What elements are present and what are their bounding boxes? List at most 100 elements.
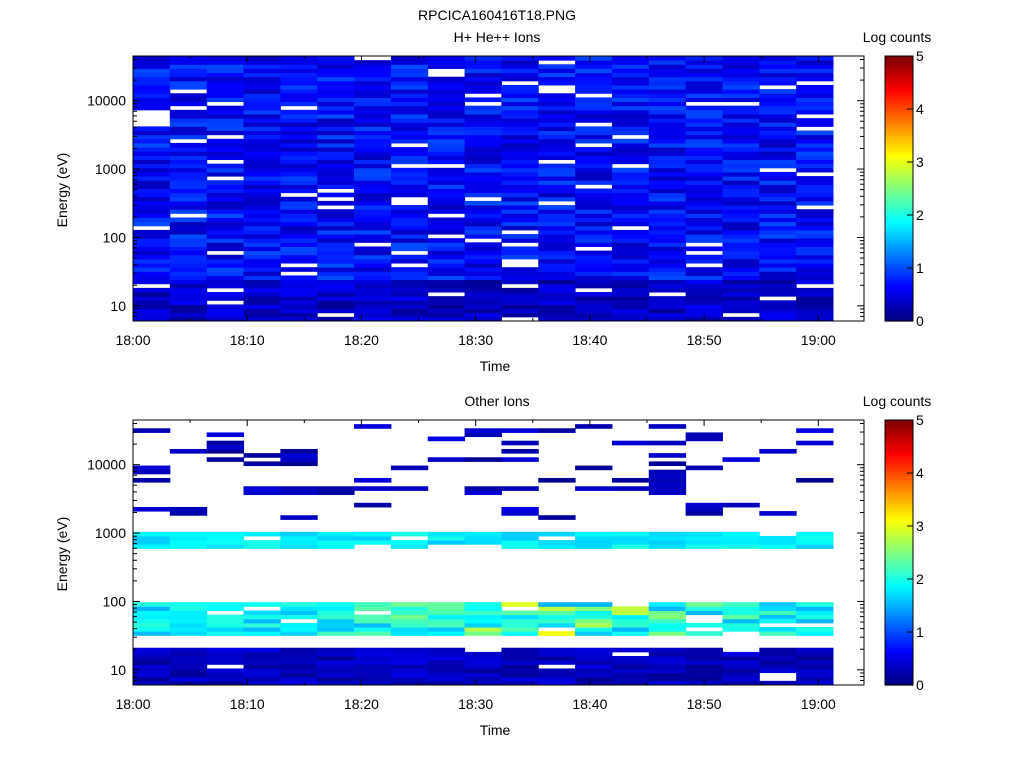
heatmap-cell [390, 300, 429, 305]
colorbar-step [885, 598, 913, 602]
heatmap-cell [243, 651, 281, 657]
heatmap-cell [722, 531, 760, 537]
heatmap-cell [464, 614, 502, 620]
heatmap-cell [685, 308, 723, 314]
colorbar-step [885, 208, 913, 212]
heatmap-cell [280, 234, 318, 239]
heatmap-cell [501, 618, 539, 624]
heatmap-cell [722, 142, 760, 148]
heatmap-cell [427, 60, 466, 65]
heatmap-cell [317, 668, 355, 674]
heatmap-cell [243, 60, 281, 65]
heatmap-cell [354, 159, 392, 165]
colorbar-step [885, 671, 913, 675]
heatmap-cell [722, 163, 760, 169]
heatmap-cell [280, 287, 318, 293]
heatmap-cell [390, 167, 429, 173]
heatmap-cell [722, 614, 760, 620]
heatmap-cell [243, 316, 281, 322]
heatmap-cell [722, 196, 760, 202]
heatmap-cell [722, 109, 760, 115]
heatmap-cell [722, 155, 760, 161]
heatmap-cell [169, 267, 208, 272]
heatmap-cell [390, 647, 429, 653]
heatmap-cell [390, 225, 429, 231]
heatmap-cell [611, 221, 650, 227]
heatmap-cell [648, 535, 687, 541]
heatmap-cell [796, 130, 834, 136]
heatmap-cell [243, 312, 281, 318]
heatmap-cell [722, 283, 760, 289]
colorbar-step [885, 272, 913, 276]
heatmap-cell [206, 258, 245, 264]
heatmap-cell [722, 180, 760, 185]
heatmap-cell [538, 72, 576, 78]
colorbar-step [885, 186, 913, 190]
heatmap-cell [759, 138, 797, 144]
heatmap-cell [722, 171, 760, 177]
heatmap-cell [280, 656, 318, 661]
heatmap-cell [133, 531, 171, 537]
heatmap-cell [427, 138, 466, 144]
heatmap-cell [390, 155, 429, 161]
heatmap-cell [796, 428, 834, 433]
heatmap-cell [759, 163, 797, 169]
heatmap-cell [575, 209, 613, 214]
heatmap-cell [317, 72, 355, 78]
heatmap-cell [685, 159, 723, 165]
colorbar-step [885, 455, 913, 459]
heatmap-cell [538, 602, 576, 607]
heatmap-cell [354, 184, 392, 189]
colorbar-step [885, 665, 913, 668]
heatmap-cell [169, 676, 208, 682]
heatmap-cell [575, 606, 613, 611]
heatmap-cell [390, 258, 429, 264]
heatmap-cell [464, 316, 502, 322]
heatmap-cell [611, 84, 650, 90]
heatmap-cell [575, 213, 613, 218]
heatmap-cell [280, 296, 318, 301]
heatmap-cell [169, 279, 208, 285]
colorbar-step [885, 521, 913, 525]
heatmap-cell [280, 89, 318, 94]
heatmap-cell [796, 292, 834, 297]
heatmap-cell [501, 238, 539, 243]
heatmap-cell [390, 540, 429, 545]
heatmap-cell [759, 159, 797, 165]
heatmap-cell [464, 618, 502, 624]
heatmap-cell [464, 651, 502, 657]
heatmap-cell [464, 234, 502, 239]
heatmap-cell [390, 275, 429, 281]
heatmap-cell [133, 167, 171, 173]
heatmap-cell [354, 676, 392, 682]
heatmap-cell [169, 188, 208, 194]
heatmap-cell [611, 283, 650, 289]
plot-border [132, 55, 865, 322]
heatmap-cell [206, 118, 245, 123]
colorbar-step [885, 230, 913, 234]
colorbar-tick-label: 0 [916, 313, 924, 329]
heatmap-cell [317, 544, 355, 549]
heatmap-cell [538, 271, 576, 276]
heatmap-cell [169, 656, 208, 661]
heatmap-cell [427, 312, 466, 318]
heatmap-cell [538, 515, 576, 520]
heatmap-cell [538, 647, 576, 653]
heatmap-cell [169, 56, 208, 61]
heatmap-cell [317, 242, 355, 247]
heatmap-cell [648, 453, 687, 458]
heatmap-cell [575, 627, 613, 632]
colorbar-step [885, 190, 913, 194]
heatmap-cell [722, 72, 760, 78]
heatmap-cell [648, 163, 687, 169]
heatmap-cell [133, 271, 171, 276]
heatmap-cell [501, 155, 539, 161]
heatmap-cell [206, 606, 245, 611]
heatmap-cell [538, 105, 576, 111]
heatmap-cell [169, 97, 208, 103]
heatmap-cell [464, 56, 502, 61]
heatmap-cell [427, 205, 466, 210]
colorbar-step [885, 490, 913, 494]
heatmap-cell [796, 316, 834, 322]
